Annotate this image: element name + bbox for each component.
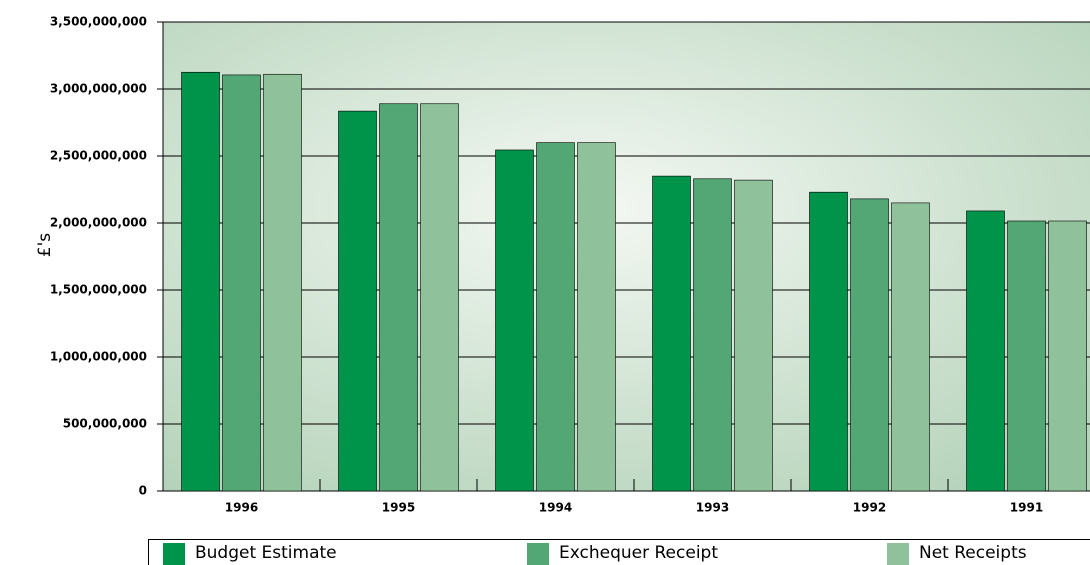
- y-tick-label: 1,500,000,000: [50, 283, 147, 297]
- bar: [181, 71, 220, 492]
- legend-swatch: [163, 543, 185, 565]
- legend-label: Exchequer Receipt: [559, 543, 718, 563]
- bar: [1007, 220, 1046, 492]
- x-tick-label: 1993: [696, 501, 729, 515]
- bar: [263, 73, 302, 492]
- y-tick-label: 2,000,000,000: [50, 216, 147, 230]
- bar: [338, 110, 377, 492]
- y-tick-label: 500,000,000: [63, 417, 147, 431]
- y-axis-label: £'s: [35, 233, 55, 257]
- x-tick-label: 1992: [853, 501, 886, 515]
- bar: [536, 142, 575, 492]
- x-tick-label: 1994: [539, 501, 572, 515]
- y-tick-label: 1,000,000,000: [50, 350, 147, 364]
- y-tick-label: 2,500,000,000: [50, 149, 147, 163]
- bar: [652, 175, 691, 492]
- legend-swatch: [887, 543, 909, 565]
- plot-area: [162, 21, 1090, 492]
- y-tick-label: 3,500,000,000: [50, 15, 147, 29]
- x-tick-label: 1995: [382, 501, 415, 515]
- bar: [495, 149, 534, 492]
- bar: [420, 103, 459, 492]
- bar: [577, 142, 616, 492]
- bar: [891, 202, 930, 492]
- bar: [379, 103, 418, 492]
- legend-label: Budget Estimate: [195, 543, 337, 563]
- bar: [966, 210, 1005, 492]
- x-tick-label: 1996: [225, 501, 258, 515]
- y-tick-label: 3,000,000,000: [50, 82, 147, 96]
- legend-swatch: [527, 543, 549, 565]
- bar: [693, 178, 732, 492]
- bar: [809, 191, 848, 492]
- bar: [222, 74, 261, 492]
- legend: [148, 539, 1090, 565]
- y-tick-label: 0: [139, 484, 147, 498]
- bar: [1048, 220, 1087, 492]
- bar: [850, 198, 889, 492]
- bar: [734, 179, 773, 492]
- x-tick-label: 1991: [1010, 501, 1043, 515]
- legend-label: Net Receipts: [919, 543, 1027, 563]
